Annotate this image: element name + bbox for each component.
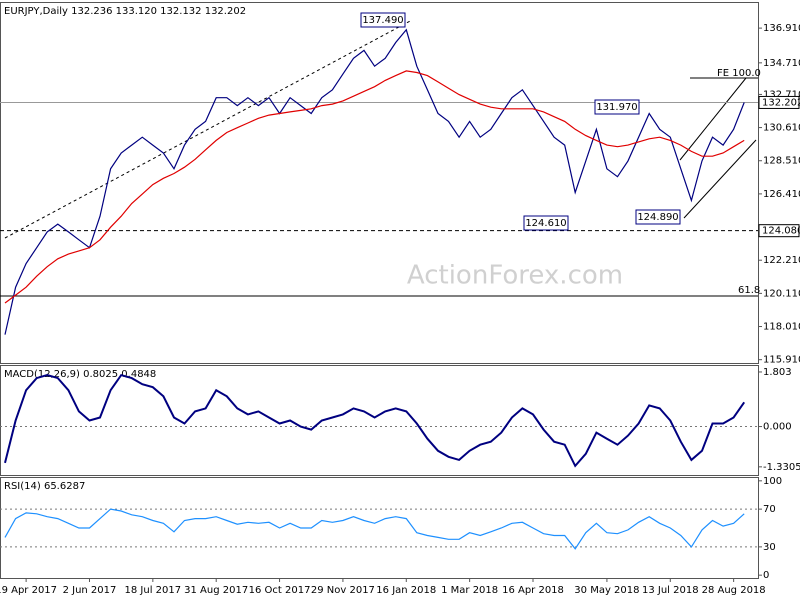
series-line	[4, 28, 745, 335]
x-tick-label: 30 May 2018	[574, 585, 639, 596]
y-tick-label: 122.210	[763, 255, 800, 266]
level-label: 124.080	[762, 226, 800, 237]
x-tick-label: 19 Apr 2017	[0, 585, 57, 596]
annotation-box	[360, 12, 406, 28]
annotation: 124.610	[525, 218, 566, 229]
panel-title: EURJPY,Daily 132.236 133.120 132.132 132…	[4, 6, 246, 17]
series-line	[4, 70, 745, 304]
y-tick-label: 30	[763, 542, 776, 553]
level-label: 132.202	[762, 97, 800, 108]
rsi-panel	[0, 477, 759, 579]
y-tick-label: 134.710	[763, 58, 800, 69]
panel-title: RSI(14) 65.6287	[4, 481, 85, 492]
annotation: 131.970	[596, 102, 637, 113]
y-tick-label: 128.510	[763, 156, 800, 167]
series-line	[4, 508, 745, 550]
channel-line	[679, 77, 747, 161]
y-tick-label: 115.910	[763, 355, 800, 366]
price-panel	[0, 2, 759, 364]
x-tick-label: 1 Mar 2018	[441, 585, 498, 596]
annotation: 124.890	[637, 212, 678, 223]
trend-line	[4, 19, 413, 239]
y-tick-label: 132.710	[763, 89, 800, 100]
level-tag	[758, 95, 800, 109]
macd-panel	[0, 365, 759, 476]
series-line	[4, 373, 746, 468]
y-tick-label: 0.000	[763, 422, 792, 433]
y-tick-label: 120.110	[763, 288, 800, 299]
channel-line	[683, 139, 757, 219]
x-tick-label: 28 Aug 2018	[702, 585, 766, 596]
x-tick-label: 16 Oct 2017	[249, 585, 311, 596]
y-tick-label: 70	[763, 504, 776, 515]
annotation-box	[635, 209, 681, 225]
watermark: ActionForex.com	[407, 261, 623, 291]
y-tick-label: 136.910	[763, 23, 800, 34]
annotation-box	[594, 99, 640, 115]
y-tick-label: 1.803	[763, 367, 792, 378]
level-tag	[758, 224, 800, 238]
x-tick-label: 2 Jun 2017	[63, 585, 117, 596]
y-tick-label: 126.410	[763, 189, 800, 200]
x-tick-label: 13 Jul 2018	[642, 585, 699, 596]
annotation: 137.490	[362, 15, 403, 26]
x-tick-label: 16 Apr 2018	[502, 585, 564, 596]
annotation: FE 100.0	[717, 68, 761, 79]
x-tick-label: 31 Aug 2017	[184, 585, 248, 596]
y-tick-label: 100	[763, 476, 782, 487]
panel-title: MACD(12,26,9) 0.8025 0.4848	[4, 369, 156, 380]
y-tick-label: 118.010	[763, 322, 800, 333]
x-tick-label: 18 Jul 2017	[125, 585, 182, 596]
y-tick-label: 130.610	[763, 123, 800, 134]
annotation-box	[523, 215, 569, 231]
y-tick-label: -1.3305	[763, 462, 800, 473]
annotation: 61.8	[738, 285, 760, 296]
y-tick-label: 0	[763, 570, 769, 581]
x-tick-label: 16 Jan 2018	[376, 585, 436, 596]
x-tick-label: 29 Nov 2017	[311, 585, 375, 596]
